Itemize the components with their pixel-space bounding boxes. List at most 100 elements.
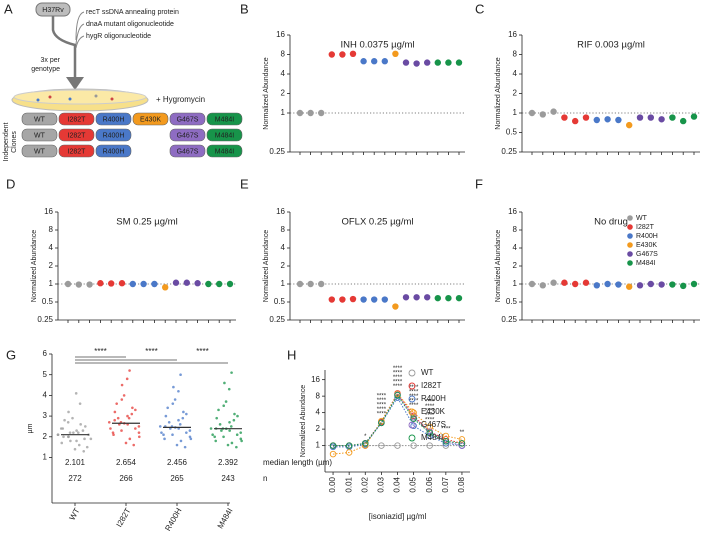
y-tick-label: 0.5: [42, 297, 54, 306]
y-tick-label: 4: [281, 243, 286, 252]
point: [378, 419, 385, 427]
x-tick-label: 0.01: [344, 476, 353, 492]
point: [550, 279, 557, 286]
legend-label: G467S: [636, 251, 658, 258]
point: [228, 429, 231, 432]
point: [75, 439, 78, 443]
point: [130, 412, 134, 416]
y-axis-label: Normalized Abundance: [495, 57, 502, 129]
clone-box: [95, 112, 132, 126]
point: [213, 435, 216, 439]
point: [626, 283, 633, 290]
point: [394, 442, 401, 449]
point: [658, 116, 665, 123]
y-axis-label: µm: [27, 423, 34, 433]
point: [222, 404, 226, 408]
point: [402, 59, 410, 66]
significance-label: ****: [425, 408, 435, 414]
significance-label: ****: [377, 407, 387, 413]
y-tick-label: 1: [513, 279, 518, 288]
clone-label: R400H: [103, 148, 125, 155]
point: [179, 439, 183, 443]
legend-marker: [627, 242, 633, 248]
significance-label: ****: [425, 404, 435, 410]
point: [426, 429, 433, 437]
significance-label: ****: [441, 427, 451, 433]
point: [172, 385, 175, 389]
legend-marker: [408, 369, 416, 377]
point: [392, 50, 399, 58]
y-axis-label: Normalized Abundance: [263, 230, 270, 302]
point: [162, 284, 169, 291]
legend-marker: [627, 224, 633, 230]
point: [413, 60, 420, 67]
point: [424, 59, 431, 66]
point: [167, 420, 171, 424]
point: [392, 303, 399, 310]
point: [63, 418, 66, 422]
point: [235, 445, 238, 449]
point: [235, 433, 239, 437]
clone-label: I282T: [68, 148, 87, 155]
point: [113, 418, 116, 422]
significance-label: ****: [377, 398, 387, 404]
y-tick-label: 16: [276, 207, 285, 216]
point: [528, 280, 536, 288]
strain: H37Rv: [42, 7, 64, 14]
point: [211, 433, 214, 437]
clone-box: [169, 144, 206, 158]
clone-box: [206, 144, 243, 158]
y-tick-label: 1: [513, 108, 518, 117]
clone-label: R400H: [103, 116, 125, 123]
point: [68, 431, 72, 434]
point: [647, 280, 654, 288]
point: [442, 440, 450, 447]
point: [112, 433, 115, 437]
point: [76, 431, 80, 434]
y-tick-label: 16: [276, 30, 285, 39]
significance-label: ****: [409, 390, 419, 396]
point: [151, 280, 158, 288]
point: [74, 392, 78, 395]
y-tick-label: 5: [43, 370, 48, 379]
point: [218, 423, 222, 426]
point: [349, 50, 357, 58]
point: [561, 114, 568, 121]
point: [132, 443, 136, 447]
significance-label: ****: [377, 403, 387, 409]
clone-box: [169, 112, 206, 126]
point: [424, 294, 431, 301]
y-tick-label: 2: [281, 89, 286, 98]
point: [71, 416, 74, 420]
significance-label: ****: [425, 413, 435, 419]
point: [378, 442, 385, 449]
point: [158, 425, 162, 428]
point: [371, 296, 378, 303]
clone-box: [206, 112, 243, 126]
point: [223, 381, 226, 385]
point: [458, 442, 466, 449]
point: [572, 280, 579, 288]
point: [572, 117, 579, 125]
y-axis-label: Normalized Abundance: [495, 230, 502, 302]
point: [329, 450, 337, 458]
point: [360, 296, 367, 303]
significance-label: ****: [425, 417, 435, 423]
clone-box: [58, 128, 95, 142]
significance-label: ****: [425, 399, 435, 405]
point: [690, 113, 698, 120]
colony: [68, 97, 72, 101]
clone-box: [132, 112, 169, 126]
legend-marker: [408, 434, 416, 442]
clone-label: G467S: [177, 132, 199, 139]
point: [455, 59, 463, 66]
point: [81, 429, 85, 432]
y-tick-label: 8: [513, 225, 518, 234]
median-value: 2.654: [116, 458, 137, 467]
point: [116, 416, 120, 420]
point: [636, 114, 644, 121]
point: [108, 280, 115, 287]
y-tick-label: 16: [508, 30, 517, 39]
y-tick-label: 1: [316, 441, 321, 450]
point: [224, 400, 228, 403]
